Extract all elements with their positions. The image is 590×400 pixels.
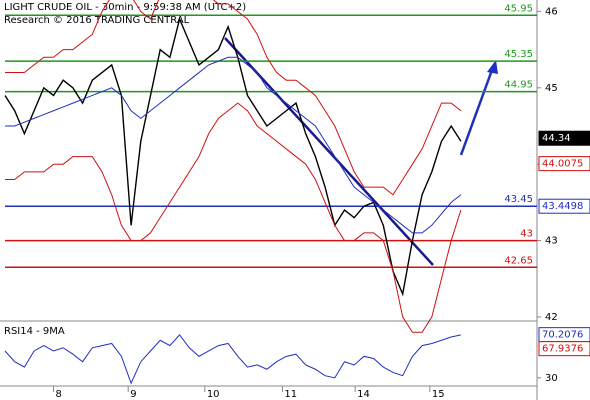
level-label: 43 xyxy=(520,229,533,240)
x-tick-label: 10 xyxy=(207,389,220,400)
level-label: 42.65 xyxy=(504,255,533,266)
rsi-tick-label: 30 xyxy=(545,373,558,384)
y-tick-label: 43 xyxy=(545,236,558,247)
price-tag xyxy=(538,341,590,357)
price-tag xyxy=(538,130,590,146)
price-tag-label: 70.2076 xyxy=(542,330,583,341)
projection-arrow xyxy=(459,69,494,156)
level-label: 44.95 xyxy=(504,80,533,91)
price-tag xyxy=(538,156,590,172)
series-line xyxy=(4,16,462,297)
rsi-label: RSI14 - 9MA xyxy=(4,326,65,337)
x-tick-label: 14 xyxy=(357,389,370,400)
price-tag-label: 43.4498 xyxy=(542,201,583,212)
x-tick-label: 8 xyxy=(56,389,62,400)
y-tick-label: 42 xyxy=(545,312,558,323)
chart-title: LIGHT CRUDE OIL - 30min - 9:59:38 AM (UT… xyxy=(4,2,246,13)
arrow-head xyxy=(487,60,498,74)
y-tick-label: 46 xyxy=(545,6,558,17)
chart-subtitle: Research © 2016 TRADING CENTRAL xyxy=(4,15,190,26)
price-tag xyxy=(538,198,590,214)
price-tag-label: 67.9376 xyxy=(542,344,583,355)
series-line xyxy=(5,0,462,196)
x-tick-label: 9 xyxy=(130,389,136,400)
level-label: 45.95 xyxy=(504,3,533,14)
series-line xyxy=(4,334,462,385)
series-line xyxy=(5,56,462,234)
y-tick-label: 45 xyxy=(545,83,558,94)
x-tick-label: 15 xyxy=(432,389,445,400)
price-tag-label: 44.34 xyxy=(542,133,571,144)
level-label: 45.35 xyxy=(504,49,533,60)
level-label: 43.45 xyxy=(504,194,533,205)
series-line xyxy=(5,102,462,333)
price-tag-label: 44.0075 xyxy=(542,159,583,170)
x-tick-label: 11 xyxy=(284,389,297,400)
